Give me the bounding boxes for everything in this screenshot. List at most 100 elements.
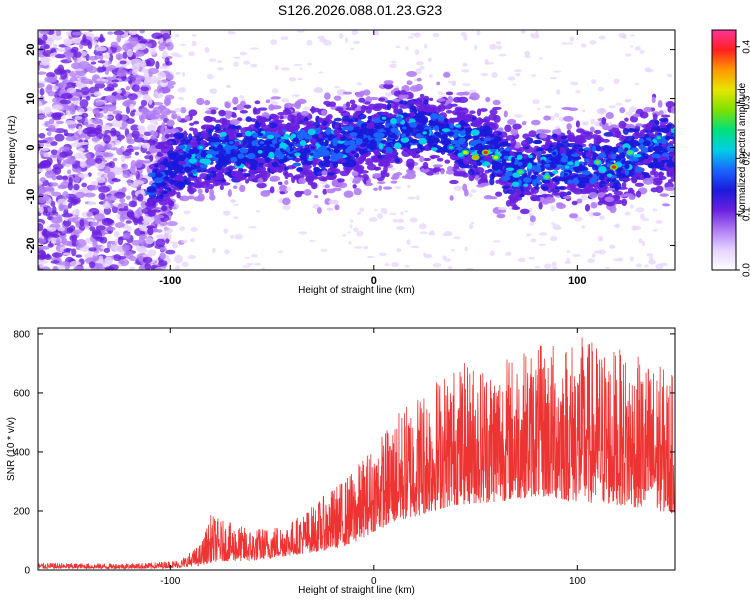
heatmap-cell — [180, 239, 188, 244]
heatmap-cell — [653, 161, 662, 169]
heatmap-cell — [270, 96, 282, 100]
heatmap-cell — [448, 131, 455, 136]
heatmap-peak-core — [310, 145, 315, 150]
heatmap-cell — [470, 129, 480, 136]
heatmap-cell — [97, 171, 103, 177]
heatmap-cell — [282, 108, 292, 116]
heatmap-cell — [153, 228, 159, 233]
heatmap-cell — [369, 96, 379, 101]
heatmap-cell — [209, 88, 214, 94]
heatmap-cell — [378, 143, 384, 150]
heatmap-cell — [553, 227, 563, 230]
heatmap-cell — [55, 238, 61, 247]
heatmap-cell — [432, 164, 444, 168]
heatmap-cell — [47, 243, 54, 248]
heatmap-cell — [532, 99, 540, 105]
heatmap-cell — [390, 60, 398, 63]
heatmap-cell — [407, 148, 414, 156]
heatmap-cell — [205, 107, 210, 111]
heatmap-cell — [147, 198, 154, 205]
heatmap-cell — [664, 186, 675, 192]
heatmap-cell — [314, 195, 319, 199]
heatmap-cell — [419, 113, 425, 121]
heatmap-cell — [199, 140, 208, 144]
heatmap-cell — [665, 135, 670, 141]
heatmap-cell — [57, 82, 68, 89]
heatmap-cell — [603, 125, 613, 131]
heatmap-cell — [598, 152, 607, 158]
heatmap-cell — [538, 201, 543, 210]
heatmap-cell — [409, 105, 417, 110]
heatmap-cell — [147, 172, 157, 178]
heatmap-cell — [552, 151, 557, 156]
heatmap-cell — [380, 111, 390, 116]
heatmap-cell — [437, 104, 446, 112]
heatmap-cell — [102, 203, 111, 209]
heatmap-cell — [251, 140, 257, 147]
y-tick-label: -10 — [25, 189, 37, 205]
heatmap-cell — [394, 158, 401, 163]
heatmap-cell — [538, 232, 548, 236]
heatmap-cell — [166, 41, 174, 51]
heatmap-cell — [62, 175, 69, 180]
heatmap-cell — [582, 170, 591, 176]
heatmap-cell — [615, 223, 620, 229]
heatmap-cell — [327, 136, 333, 141]
heatmap-cell — [268, 151, 275, 159]
heatmap-cell — [363, 245, 369, 250]
heatmap-cell — [342, 233, 346, 237]
heatmap-cell — [645, 137, 652, 141]
heatmap-cell — [179, 44, 187, 47]
heatmap-cell — [538, 243, 547, 246]
heatmap-cell — [643, 127, 654, 131]
heatmap-cell — [454, 106, 464, 112]
heatmap-cell — [527, 162, 533, 170]
heatmap-cell — [166, 186, 172, 192]
heatmap-cell — [248, 169, 254, 175]
heatmap-cell — [77, 173, 89, 178]
heatmap-cell — [148, 71, 153, 78]
heatmap-cell — [433, 125, 439, 132]
heatmap-cell — [405, 117, 410, 123]
heatmap-cell — [414, 49, 420, 55]
heatmap-cell — [355, 138, 363, 146]
heatmap-cell — [344, 126, 353, 131]
heatmap-cell — [414, 32, 421, 38]
heatmap-cell — [39, 88, 45, 96]
heatmap-cell — [393, 87, 399, 92]
heatmap-cell — [279, 185, 288, 189]
heatmap-peak-core — [448, 145, 454, 150]
heatmap-cell — [524, 55, 532, 58]
heatmap-cell — [343, 140, 350, 146]
heatmap-cell — [167, 162, 174, 170]
heatmap-cell — [582, 166, 587, 171]
heatmap-cell — [203, 180, 211, 185]
heatmap-cell — [154, 164, 159, 168]
x-axis-label: Height of straight line (km) — [298, 285, 415, 296]
heatmap-cell — [181, 261, 189, 268]
heatmap-cell — [327, 113, 333, 120]
heatmap-cell — [534, 265, 541, 269]
heatmap-cell — [38, 260, 49, 264]
heatmap-cell — [113, 191, 126, 199]
heatmap-cell — [328, 199, 339, 205]
heatmap-cell — [102, 152, 110, 157]
heatmap-cell — [260, 153, 268, 158]
heatmap-cell — [483, 154, 494, 163]
heatmap-cell — [504, 147, 511, 152]
heatmap-cell — [657, 172, 665, 176]
heatmap-cell — [618, 120, 627, 129]
heatmap-cell — [570, 153, 580, 157]
heatmap-cell — [540, 144, 550, 150]
heatmap-cell — [42, 34, 48, 42]
heatmap-cell — [135, 43, 147, 51]
heatmap-cell — [567, 42, 574, 45]
heatmap-cell — [217, 67, 224, 71]
heatmap-cell — [67, 57, 72, 62]
heatmap-cell — [449, 179, 459, 185]
heatmap-cell — [173, 132, 184, 140]
heatmap-cell — [583, 147, 592, 151]
heatmap-cell — [474, 175, 480, 181]
heatmap-cell — [43, 106, 52, 114]
